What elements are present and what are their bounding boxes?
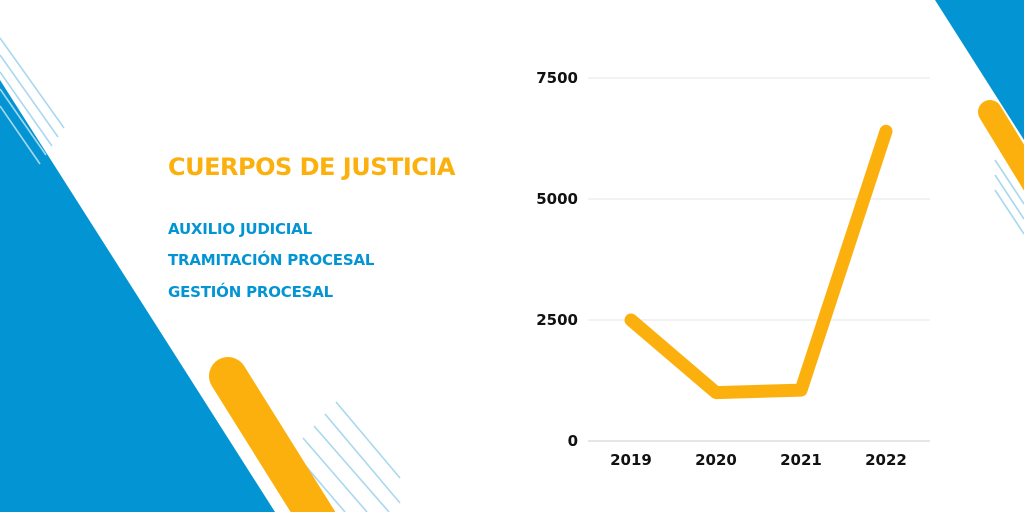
series-line (624, 124, 893, 400)
yellow-bar-bottom (209, 357, 336, 512)
data-point-2022 (885, 130, 887, 133)
y-tick-label-0: 0 (568, 432, 578, 450)
list-item-tramitacion-procesal: TRAMITACIÓN PROCESAL (168, 251, 375, 269)
x-tick-label-2019: 2019 (610, 451, 652, 469)
data-point-2019 (630, 319, 632, 321)
light-stripes-bottom (291, 401, 401, 512)
x-tick-label-2020: 2020 (695, 451, 737, 469)
x-tick-label-2022: 2022 (865, 451, 907, 469)
yellow-bar-right (978, 100, 1024, 191)
blue-triangle-top-right (935, 0, 1024, 140)
light-stripes-top-left (0, 37, 65, 165)
data-point-2020 (715, 391, 717, 394)
list-item-auxilio-judicial: AUXILIO JUDICIAL (168, 220, 312, 238)
page-title: CUERPOS DE JUSTICIA (168, 153, 455, 181)
x-tick-label-2021: 2021 (780, 451, 822, 469)
list-item-gestion-procesal: GESTIÓN PROCESAL (168, 283, 334, 301)
y-tick-label-5000: 5000 (536, 190, 578, 208)
y-tick-label-7500: 7500 (536, 69, 578, 87)
blue-triangle-left (0, 80, 275, 512)
data-point-2021 (800, 389, 802, 392)
y-tick-label-2500: 2500 (536, 311, 578, 329)
light-stripes-right (994, 159, 1024, 235)
